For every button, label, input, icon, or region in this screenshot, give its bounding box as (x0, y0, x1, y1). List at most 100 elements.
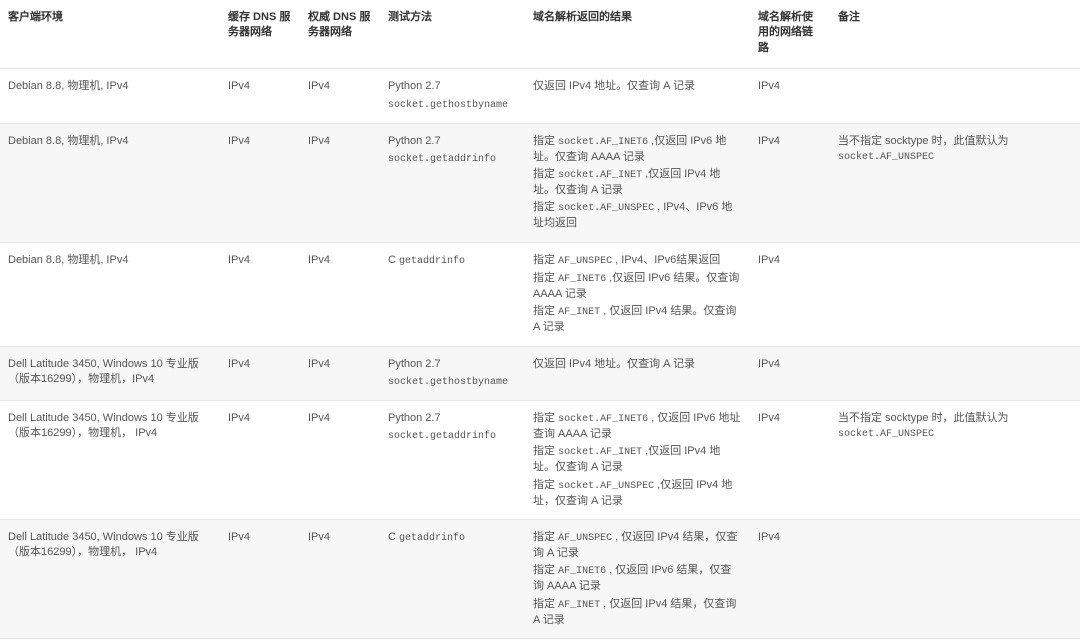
cell-line: Python 2.7 (388, 79, 517, 94)
cell-line: Debian 8.8, 物理机, IPv4 (8, 253, 212, 268)
table-cell: IPv4 (220, 346, 300, 400)
cell-line: C getaddrinfo (388, 253, 517, 269)
table-cell (830, 242, 1080, 346)
cell-line: IPv4 (228, 79, 292, 94)
cell-line: Python 2.7 (388, 134, 517, 149)
table-cell: Dell Latitude 3450, Windows 10 专业版（版本162… (0, 520, 220, 639)
code-text: AF_UNSPEC (558, 533, 612, 544)
dns-test-table-container: 客户端环境 缓存 DNS 服务器网络 权威 DNS 服务器网络 测试方法 域名解… (0, 0, 1080, 639)
table-cell: IPv4 (300, 69, 380, 123)
cell-line: IPv4 (228, 134, 292, 149)
cell-line: IPv4 (308, 79, 372, 94)
col-header-auth-dns: 权威 DNS 服务器网络 (300, 0, 380, 69)
code-text: getaddrinfo (399, 533, 465, 544)
table-cell: 仅返回 IPv4 地址。仅查询 A 记录 (525, 346, 750, 400)
table-cell: IPv4 (750, 69, 830, 123)
cell-line: 指定 AF_INET , 仅返回 IPv4 结果。仅查询 A 记录 (533, 304, 742, 335)
table-cell: IPv4 (750, 242, 830, 346)
cell-line: IPv4 (228, 253, 292, 268)
cell-line: 指定 socket.AF_INET ,仅返回 IPv4 地址。仅查询 A 记录 (533, 167, 742, 198)
table-cell: 指定 socket.AF_INET6 , 仅返回 IPv6 地址查询 AAAA … (525, 400, 750, 519)
code-text: AF_UNSPEC (558, 256, 612, 267)
table-cell: C getaddrinfo (380, 242, 525, 346)
code-text: socket.getaddrinfo (388, 154, 496, 165)
code-text: AF_INET (558, 307, 600, 318)
table-body: Debian 8.8, 物理机, IPv4IPv4IPv4Python 2.7s… (0, 69, 1080, 639)
cell-line: 当不指定 socktype 时，此值默认为 socket.AF_UNSPEC (838, 411, 1072, 442)
table-cell: IPv4 (750, 520, 830, 639)
code-text: socket.AF_INET6 (558, 137, 648, 148)
cell-line: IPv4 (758, 530, 822, 545)
table-cell: IPv4 (220, 123, 300, 242)
cell-line: Dell Latitude 3450, Windows 10 专业版（版本162… (8, 411, 212, 442)
table-cell: Dell Latitude 3450, Windows 10 专业版（版本162… (0, 400, 220, 519)
header-row: 客户端环境 缓存 DNS 服务器网络 权威 DNS 服务器网络 测试方法 域名解… (0, 0, 1080, 69)
table-cell: IPv4 (750, 346, 830, 400)
code-text: socket.AF_INET (558, 170, 642, 181)
table-cell: 指定 socket.AF_INET6 ,仅返回 IPv6 地址。仅查询 AAAA… (525, 123, 750, 242)
table-cell: IPv4 (300, 400, 380, 519)
table-row: Dell Latitude 3450, Windows 10 专业版（版本162… (0, 520, 1080, 639)
dns-test-table: 客户端环境 缓存 DNS 服务器网络 权威 DNS 服务器网络 测试方法 域名解… (0, 0, 1080, 639)
cell-line: socket.getaddrinfo (388, 428, 517, 444)
table-cell: Dell Latitude 3450, Windows 10 专业版（版本162… (0, 346, 220, 400)
cell-line: 仅返回 IPv4 地址。仅查询 A 记录 (533, 357, 742, 372)
cell-line: 指定 socket.AF_INET6 , 仅返回 IPv6 地址查询 AAAA … (533, 411, 742, 442)
cell-line: C getaddrinfo (388, 530, 517, 546)
table-cell: IPv4 (300, 242, 380, 346)
code-text: socket.AF_UNSPEC (558, 481, 654, 492)
cell-line: Python 2.7 (388, 357, 517, 372)
code-text: AF_INET (558, 600, 600, 611)
table-cell (830, 69, 1080, 123)
table-cell: 当不指定 socktype 时，此值默认为 socket.AF_UNSPEC (830, 400, 1080, 519)
table-row: Debian 8.8, 物理机, IPv4 IPv4 IPv4 C getaddrin… (0, 242, 1080, 346)
cell-line: 指定 AF_UNSPEC , IPv4、IPv6结果返回 (533, 253, 742, 269)
code-text: AF_INET6 (558, 274, 606, 285)
cell-line: 指定 AF_INET , 仅返回 IPv4 结果，仅查询 A 记录 (533, 597, 742, 628)
cell-line: 指定 AF_INET6 ,仅返回 IPv6 结果。仅查询 AAAA 记录 (533, 271, 742, 302)
cell-line: Debian 8.8, 物理机, IPv4 (8, 134, 212, 149)
table-row: Debian 8.8, 物理机, IPv4 IPv4 IPv4 Python 2.7 s… (0, 69, 1080, 123)
table-cell: IPv4 (220, 400, 300, 519)
table-cell: Python 2.7 socket.getaddrinfo (380, 123, 525, 242)
code-text: socket.AF_UNSPEC (558, 203, 654, 214)
code-text: getaddrinfo (399, 256, 465, 267)
cell-line: 指定 socket.AF_UNSPEC , IPv4、IPv6 地址均返回 (533, 200, 742, 231)
code-text: socket.AF_UNSPEC (838, 152, 934, 163)
cell-line: IPv4 (308, 411, 372, 426)
cell-line: 指定 socket.AF_INET6 ,仅返回 IPv6 地址。仅查询 AAAA… (533, 134, 742, 165)
table-row: Dell Latitude 3450, Windows 10 专业版（版本162… (0, 346, 1080, 400)
cell-line: socket.gethostbyname (388, 374, 517, 390)
table-cell: Python 2.7socket.getaddrinfo (380, 400, 525, 519)
cell-line: IPv4 (758, 411, 822, 426)
table-cell: IPv4 (300, 346, 380, 400)
table-cell: IPv4 (220, 242, 300, 346)
cell-line: IPv4 (308, 357, 372, 372)
code-text: AF_INET6 (558, 566, 606, 577)
cell-line: IPv4 (228, 411, 292, 426)
code-text: socket.gethostbyname (388, 100, 508, 111)
cell-line: 指定 socket.AF_UNSPEC ,仅返回 IPv4 地址，仅查询 A 记… (533, 478, 742, 509)
code-text: socket.gethostbyname (388, 377, 508, 388)
cell-line: Debian 8.8, 物理机, IPv4 (8, 79, 212, 94)
code-text: socket.AF_UNSPEC (838, 429, 934, 440)
cell-line: IPv4 (308, 530, 372, 545)
cell-line: IPv4 (758, 357, 822, 372)
table-row: Dell Latitude 3450, Windows 10 专业版（版本162… (0, 400, 1080, 519)
col-header-cache-dns: 缓存 DNS 服务器网络 (220, 0, 300, 69)
cell-line: Dell Latitude 3450, Windows 10 专业版（版本162… (8, 357, 212, 388)
table-cell: IPv4 (300, 123, 380, 242)
table-cell: Debian 8.8, 物理机, IPv4 (0, 242, 220, 346)
table-cell: IPv4 (750, 123, 830, 242)
cell-line: Dell Latitude 3450, Windows 10 专业版（版本162… (8, 530, 212, 561)
col-header-client-env: 客户端环境 (0, 0, 220, 69)
col-header-network-link: 域名解析使用的网络链路 (750, 0, 830, 69)
table-cell: IPv4 (220, 520, 300, 639)
table-cell: IPv4 (220, 69, 300, 123)
cell-line: 指定 AF_INET6 , 仅返回 IPv6 结果，仅查询 AAAA 记录 (533, 563, 742, 594)
table-cell (830, 346, 1080, 400)
col-header-dns-result: 域名解析返回的结果 (525, 0, 750, 69)
table-cell: 当不指定 socktype 时，此值默认为 socket.AF_UNSPEC (830, 123, 1080, 242)
cell-line: socket.getaddrinfo (388, 151, 517, 167)
table-cell: Python 2.7 socket.gethostbyname (380, 346, 525, 400)
